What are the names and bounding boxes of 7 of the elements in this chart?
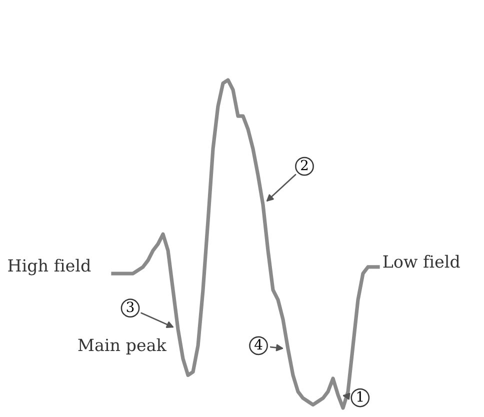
annotation: 4 xyxy=(254,339,262,350)
text: High field xyxy=(8,258,91,276)
annotation: Main peak xyxy=(78,338,166,354)
text: Low field xyxy=(383,254,460,268)
annotation: 3 xyxy=(126,302,134,312)
annotation: 2 xyxy=(301,160,308,170)
annotation: 1 xyxy=(357,391,363,402)
